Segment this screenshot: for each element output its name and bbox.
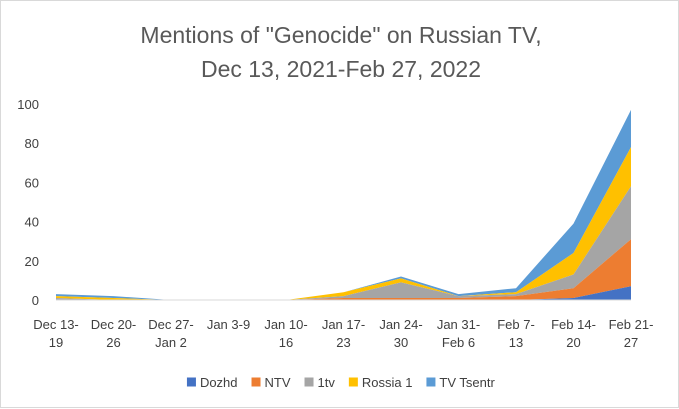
y-tick-label: 60 — [25, 175, 39, 190]
legend-item-rossia-1: Rossia 1 — [348, 375, 413, 390]
y-tick-label: 0 — [32, 293, 39, 308]
y-tick-label: 80 — [25, 136, 39, 151]
x-tick-label: Jan 17-23 — [322, 317, 365, 350]
legend-label: TV Tsentr — [439, 375, 495, 390]
legend-label: Rossia 1 — [362, 375, 413, 390]
legend-label: 1tv — [318, 375, 336, 390]
x-tick-label: Feb 21-27 — [609, 317, 654, 350]
legend-item-1tv: 1tv — [304, 375, 336, 390]
legend-swatch — [348, 377, 358, 387]
legend-swatch — [304, 377, 314, 387]
legend-item-dozhd: Dozhd — [186, 375, 238, 390]
x-tick-label: Dec 27-Jan 2 — [148, 317, 194, 350]
area-rossia-1 — [56, 147, 631, 300]
y-tick-label: 100 — [17, 97, 39, 112]
x-tick-label: Feb 7-13 — [497, 317, 535, 350]
legend-swatch — [426, 377, 436, 387]
x-tick-label: Jan 10-16 — [264, 317, 307, 350]
y-tick-label: 20 — [25, 254, 39, 269]
legend-swatch — [186, 377, 196, 387]
x-tick-label: Dec 13-19 — [33, 317, 79, 350]
x-tick-label: Jan 24-30 — [379, 317, 422, 350]
x-tick-label: Dec 20-26 — [91, 317, 137, 350]
y-tick-labels: 0 20 40 60 80 100 — [17, 97, 39, 308]
area-dozhd — [56, 286, 631, 300]
area-ntv — [56, 239, 631, 300]
legend-swatch — [251, 377, 261, 387]
legend-label: NTV — [265, 375, 291, 390]
chart-title-line-1: Mentions of "Genocide" on Russian TV, — [140, 22, 541, 48]
series-areas — [56, 109, 631, 301]
x-tick-labels: Dec 13-19 Dec 20-26 Dec 27-Jan 2 Jan 3-9 Jan… — [33, 317, 653, 350]
area-tv-tsentr — [56, 109, 631, 301]
x-tick-label: Jan 3-9 — [207, 317, 250, 332]
y-tick-label: 40 — [25, 215, 39, 230]
legend-label: Dozhd — [200, 375, 238, 390]
legend-item-tv-tsentr: TV Tsentr — [426, 375, 495, 390]
chart-title-line-2: Dec 13, 2021-Feb 27, 2022 — [201, 56, 481, 82]
x-tick-label: Feb 14-20 — [551, 317, 596, 350]
legend-item-ntv: NTV — [251, 375, 291, 390]
legend: Dozhd NTV 1tv Rossia 1 TV Tsentr — [186, 375, 495, 390]
x-tick-label: Jan 31-Feb 6 — [437, 317, 480, 350]
